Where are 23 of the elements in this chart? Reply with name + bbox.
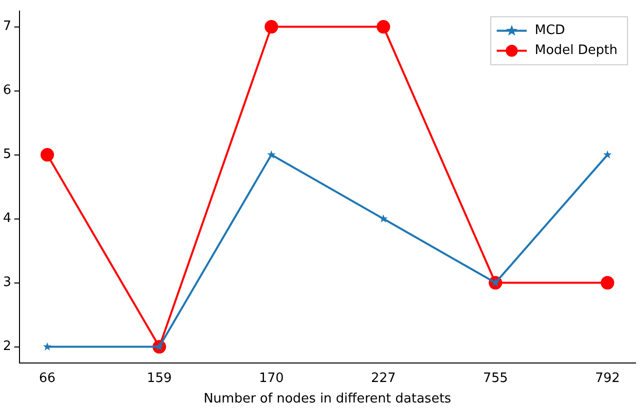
point — [600, 276, 614, 290]
point — [267, 150, 276, 158]
x-tick-label: 792 — [595, 370, 620, 386]
y-tick-label: 4 — [2, 211, 12, 226]
x-tick-label: 66 — [39, 370, 56, 386]
x-axis-title: Number of nodes in different datasets — [204, 392, 452, 407]
point — [376, 20, 390, 34]
point — [40, 148, 54, 162]
y-tick-label: 6 — [2, 83, 12, 98]
legend-label: Model Depth — [534, 43, 618, 58]
point — [379, 214, 388, 222]
x-tick-label: 755 — [483, 370, 508, 386]
point — [603, 150, 612, 158]
y-tick-label: 2 — [2, 339, 12, 354]
x-tick-label: 159 — [146, 370, 172, 386]
y-tick-label: 7 — [2, 19, 12, 34]
point — [43, 342, 52, 350]
y-tick-label: 5 — [2, 147, 12, 162]
point — [264, 20, 278, 34]
legend-label: MCD — [534, 23, 566, 38]
x-tick-label: 227 — [370, 370, 396, 386]
y-tick-label: 3 — [2, 275, 12, 290]
x-tick-label: 170 — [258, 370, 284, 386]
